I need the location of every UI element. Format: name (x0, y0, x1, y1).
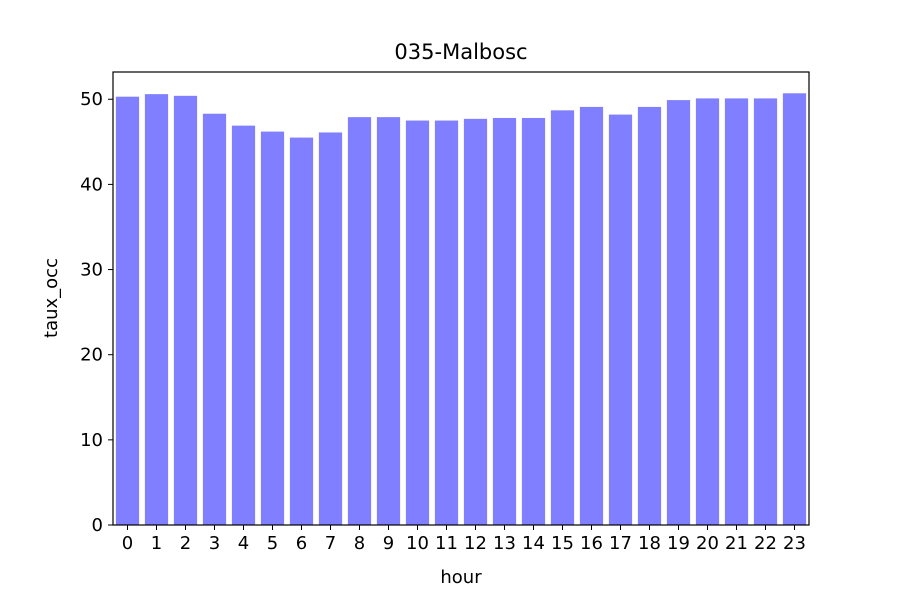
y-tick-label: 10 (80, 430, 103, 451)
bar-21 (724, 98, 749, 526)
bar-18 (637, 106, 662, 525)
bar-15 (550, 110, 575, 525)
x-tick-label: 23 (783, 533, 806, 554)
bar-2 (173, 95, 198, 525)
y-tick-label: 50 (80, 89, 103, 110)
x-tick-label: 10 (406, 533, 429, 554)
x-axis-label: hour (440, 567, 482, 588)
x-tick-label: 16 (580, 533, 603, 554)
bar-7 (318, 132, 343, 525)
x-tick-label: 19 (667, 533, 690, 554)
x-tick-label: 0 (122, 533, 133, 554)
y-axis-ticks: 0 10 20 30 40 50 (80, 89, 113, 536)
x-tick-label: 4 (238, 533, 249, 554)
y-tick-label: 40 (80, 174, 103, 195)
x-tick-label: 1 (151, 533, 162, 554)
x-tick-label: 7 (325, 533, 336, 554)
y-tick-label: 20 (80, 345, 103, 366)
bar-9 (376, 117, 401, 525)
x-tick-label: 9 (383, 533, 394, 554)
y-tick-label: 0 (92, 515, 103, 536)
plot-frame (112, 71, 810, 526)
bar-22 (753, 98, 778, 526)
x-tick-label: 22 (754, 533, 777, 554)
x-tick-label: 15 (551, 533, 574, 554)
bar-6 (289, 137, 314, 525)
bar-1 (144, 94, 169, 525)
x-tick-label: 20 (696, 533, 719, 554)
bar-16 (579, 106, 604, 525)
bar-14 (521, 117, 546, 525)
bar-23 (782, 93, 807, 525)
bar-5 (260, 131, 285, 526)
x-tick-label: 5 (267, 533, 278, 554)
x-tick-label: 2 (180, 533, 191, 554)
x-tick-label: 6 (296, 533, 307, 554)
x-tick-label: 8 (354, 533, 365, 554)
bar-12 (463, 118, 488, 525)
bar-0 (115, 96, 140, 525)
x-tick-label: 13 (493, 533, 516, 554)
bar-8 (347, 117, 372, 525)
chart-title: 035-Malbosc (394, 40, 527, 64)
x-tick-label: 18 (638, 533, 661, 554)
y-axis-label: taux_occ (41, 258, 62, 338)
bar-3 (202, 113, 227, 525)
bar-20 (695, 98, 720, 526)
x-tick-label: 17 (609, 533, 632, 554)
bar-13 (492, 117, 517, 525)
x-tick-label: 12 (464, 533, 487, 554)
x-tick-label: 3 (209, 533, 220, 554)
bar-10 (405, 120, 430, 525)
bar-4 (231, 125, 256, 525)
x-tick-label: 14 (522, 533, 545, 554)
x-axis-ticks: 0 1 2 3 4 5 6 7 8 9 10 11 12 13 14 15 16 17 18 19 20 21 22 23 (122, 525, 806, 554)
x-tick-label: 21 (725, 533, 748, 554)
bars-group (115, 93, 807, 526)
bar-11 (434, 120, 459, 525)
x-tick-label: 11 (435, 533, 458, 554)
bar-19 (666, 100, 691, 525)
bar-17 (608, 114, 633, 525)
y-tick-label: 30 (80, 260, 103, 281)
